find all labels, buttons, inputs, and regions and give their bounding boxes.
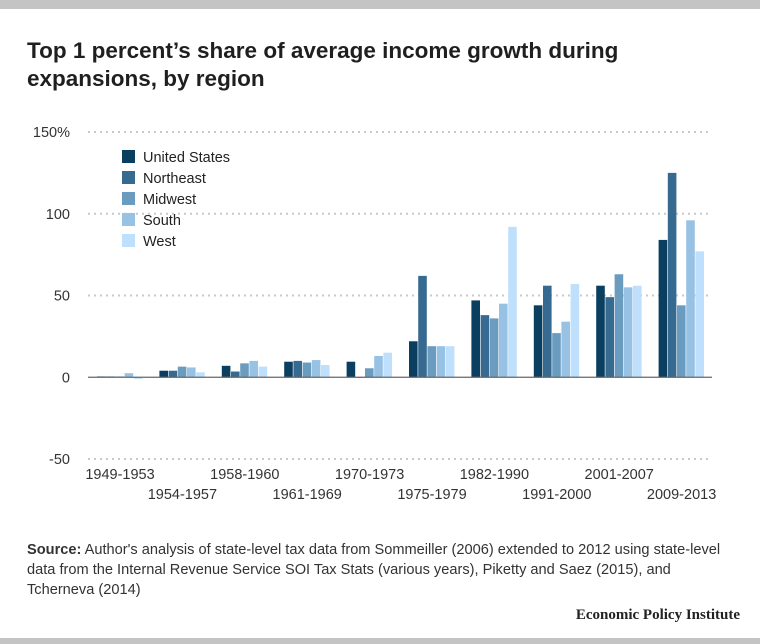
bar bbox=[533, 305, 543, 378]
x-tick-label: 1954-1957 bbox=[148, 487, 217, 503]
bar bbox=[543, 285, 552, 378]
bar bbox=[221, 365, 231, 378]
bar bbox=[240, 363, 249, 378]
bar bbox=[365, 368, 374, 378]
bar bbox=[311, 360, 321, 378]
bar bbox=[471, 300, 480, 378]
legend-swatch bbox=[122, 213, 135, 226]
bar bbox=[614, 274, 624, 378]
bar bbox=[605, 297, 614, 378]
bar bbox=[686, 220, 695, 378]
bar bbox=[480, 315, 490, 378]
bar bbox=[489, 318, 499, 378]
bar bbox=[159, 370, 168, 378]
bar bbox=[427, 346, 436, 378]
chart-title: Top 1 percent’s share of average income … bbox=[27, 38, 619, 91]
bar bbox=[302, 362, 312, 378]
legend-swatch bbox=[122, 171, 135, 184]
bar bbox=[374, 355, 383, 378]
legend-swatch bbox=[122, 234, 135, 247]
bar bbox=[231, 371, 240, 378]
x-tick-label: 1991-2000 bbox=[522, 487, 591, 503]
bar bbox=[695, 251, 704, 378]
x-tick-label: 2001-2007 bbox=[585, 467, 654, 483]
x-tick-label: 1970-1973 bbox=[335, 467, 404, 483]
bar bbox=[177, 366, 187, 378]
y-tick-label: 0 bbox=[62, 370, 70, 386]
bar bbox=[677, 305, 686, 378]
y-tick-label: -50 bbox=[49, 452, 70, 468]
bar bbox=[249, 360, 258, 378]
source-label: Source: bbox=[27, 542, 82, 558]
legend-label: Northeast bbox=[143, 171, 206, 187]
top-rule bbox=[0, 0, 760, 9]
source-text: Author's analysis of state-level tax dat… bbox=[27, 542, 721, 598]
bar bbox=[133, 377, 143, 379]
bar bbox=[168, 370, 178, 378]
bar bbox=[258, 366, 268, 378]
y-tick-label: 150% bbox=[33, 125, 70, 141]
bar bbox=[383, 352, 392, 378]
bar bbox=[284, 361, 293, 378]
x-tick-label: 1958-1960 bbox=[210, 467, 279, 483]
bar bbox=[552, 333, 561, 378]
bar bbox=[124, 373, 134, 378]
legend-label: Midwest bbox=[143, 192, 196, 208]
x-tick-label: 1949-1953 bbox=[85, 467, 154, 483]
bar bbox=[508, 226, 517, 378]
bar bbox=[623, 287, 633, 378]
bar bbox=[561, 321, 570, 378]
bar bbox=[409, 341, 418, 378]
y-tick-label: 100 bbox=[46, 207, 70, 223]
x-tick-label: 1975-1979 bbox=[397, 487, 466, 503]
bar bbox=[445, 346, 455, 378]
bottom-rule bbox=[0, 638, 760, 644]
legend-swatch bbox=[122, 150, 135, 163]
source-note: Source: Author's analysis of state-level… bbox=[27, 540, 739, 600]
x-tick-label: 2009-2013 bbox=[647, 487, 716, 503]
bar bbox=[187, 367, 196, 378]
bar bbox=[633, 285, 642, 378]
bar bbox=[658, 239, 668, 378]
bar bbox=[196, 372, 205, 378]
legend-swatch bbox=[122, 192, 135, 205]
bar bbox=[667, 172, 677, 378]
bar bbox=[346, 361, 356, 378]
bar bbox=[596, 285, 605, 378]
bar bbox=[499, 303, 508, 378]
legend-label: United States bbox=[143, 150, 230, 166]
x-tick-label: 1961-1969 bbox=[273, 487, 342, 503]
brand-logo: Economic Policy Institute bbox=[575, 607, 740, 623]
bar bbox=[418, 275, 427, 378]
x-tick-label: 1982-1990 bbox=[460, 467, 529, 483]
bar bbox=[436, 346, 446, 378]
y-tick-label: 50 bbox=[54, 289, 70, 305]
legend-label: South bbox=[143, 213, 181, 229]
bar bbox=[570, 284, 580, 378]
bar bbox=[321, 364, 330, 378]
bar-chart: 150% 100 50 0 -50 1949-1953 1954-1957 1958-1960… bbox=[33, 125, 716, 503]
legend-label: West bbox=[143, 234, 176, 250]
bar bbox=[293, 360, 302, 378]
